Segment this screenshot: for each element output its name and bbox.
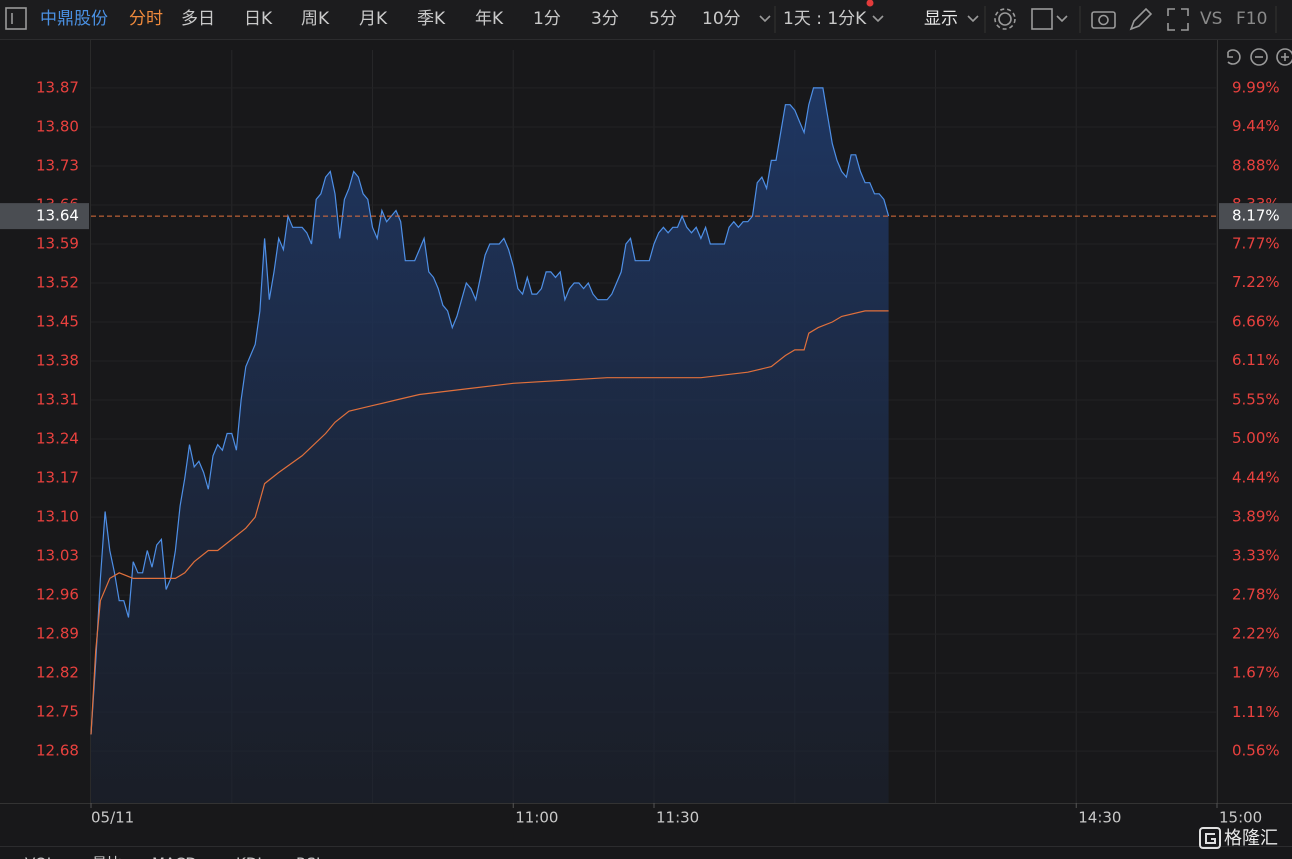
y2-tick-label: 2.78% <box>1232 585 1280 603</box>
current-change-label: 8.17% <box>1232 207 1280 225</box>
x-tick-label: 05/11 <box>91 809 134 827</box>
settings-icon-ring <box>994 8 1016 30</box>
y-tick-label: 12.96 <box>36 586 79 604</box>
zoom-in-plus <box>1281 53 1289 61</box>
y2-tick-label: 5.00% <box>1232 429 1280 447</box>
y-tick-label: 13.59 <box>36 234 79 252</box>
y-tick-label: 13.87 <box>36 78 79 96</box>
y-tick-label: 12.89 <box>36 625 79 643</box>
y-tick-label: 13.03 <box>36 547 79 565</box>
indicator-tab[interactable]: 量比 <box>92 855 122 859</box>
menu-icon[interactable] <box>5 7 27 30</box>
camera-lens <box>1098 14 1109 26</box>
fullscreen-icon[interactable] <box>1167 8 1189 31</box>
y-tick-label: 13.80 <box>36 117 79 135</box>
y2-tick-label: 3.33% <box>1232 547 1280 565</box>
reset-icon[interactable] <box>1227 49 1241 65</box>
y-tick-label: 12.75 <box>36 703 79 721</box>
watermark-logo-g <box>1205 833 1216 844</box>
y2-tick-label: 7.77% <box>1232 234 1280 252</box>
current-change-box <box>1219 203 1292 230</box>
x-tick-label: 15:00 <box>1219 809 1262 827</box>
indicator-tab[interactable]: KDJ <box>236 855 262 859</box>
tab[interactable]: 日K <box>244 9 273 29</box>
y-tick-label: 13.73 <box>36 156 79 174</box>
y2-tick-label: 5.55% <box>1232 391 1280 409</box>
y2-tick-label: 6.11% <box>1232 351 1280 369</box>
display-menu[interactable]: 显示 <box>924 9 958 29</box>
chevron[interactable] <box>872 15 884 23</box>
y2-tick-label: 0.56% <box>1232 741 1280 759</box>
tab[interactable]: 3分 <box>591 9 619 29</box>
tab[interactable]: 多日 <box>181 9 215 29</box>
indicator-tab[interactable]: RSI <box>296 855 320 859</box>
tab[interactable]: 季K <box>417 9 446 29</box>
y-tick-label: 13.17 <box>36 469 79 487</box>
y-tick-label: 12.82 <box>36 664 79 682</box>
vs-button[interactable]: VS <box>1200 9 1222 29</box>
y-tick-label: 12.68 <box>36 742 79 760</box>
y-tick-label: 13.31 <box>36 391 79 409</box>
indicator-tab[interactable]: MACD <box>152 855 197 859</box>
y-tick-label: 13.38 <box>36 352 79 370</box>
indicator-tab[interactable]: VOL <box>25 855 56 859</box>
tab[interactable]: 月K <box>359 9 388 29</box>
chevron[interactable] <box>1056 15 1068 23</box>
y2-tick-label: 7.22% <box>1232 273 1280 291</box>
tab[interactable]: 5分 <box>649 9 677 29</box>
pen-icon[interactable] <box>1129 7 1153 31</box>
zoom-out-icon[interactable] <box>1250 48 1268 66</box>
x-tick-label: 11:00 <box>515 809 558 827</box>
y2-tick-label: 6.66% <box>1232 312 1280 330</box>
layout-icon[interactable] <box>1031 8 1053 30</box>
chevron[interactable] <box>759 15 771 23</box>
y2-tick-label: 2.22% <box>1232 625 1280 643</box>
price-line <box>90 87 890 735</box>
x-tick-label: 14:30 <box>1078 809 1121 827</box>
tab[interactable]: 1分 <box>533 9 561 29</box>
tab[interactable]: 周K <box>301 9 330 29</box>
y-tick-label: 13.52 <box>36 274 79 292</box>
y2-tick-label: 3.89% <box>1232 507 1280 525</box>
y2-tick-label: 1.11% <box>1232 703 1280 721</box>
range-select[interactable]: 1天 : 1分K <box>783 9 867 29</box>
watermark: 格隆汇 <box>1224 828 1278 849</box>
y2-tick-label: 9.44% <box>1232 117 1280 135</box>
price-area <box>91 87 889 803</box>
y2-tick-label: 1.67% <box>1232 663 1280 681</box>
f10-button[interactable]: F10 <box>1236 9 1267 29</box>
notice-dot <box>866 0 874 7</box>
y2-tick-label: 8.88% <box>1232 156 1280 174</box>
current-price-label: 13.64 <box>36 207 79 225</box>
y-tick-label: 13.24 <box>36 430 79 448</box>
watermark-logo <box>1199 827 1221 849</box>
tab[interactable]: 年K <box>475 9 504 29</box>
settings-icon[interactable] <box>998 12 1012 26</box>
toolbar <box>0 0 1292 39</box>
stock-name[interactable]: 中鼎股份 <box>40 9 108 29</box>
tab[interactable]: 分时 <box>129 9 163 29</box>
y2-tick-label: 9.99% <box>1232 78 1280 96</box>
tab[interactable]: 10分 <box>702 9 741 29</box>
x-tick-label: 11:30 <box>656 809 699 827</box>
camera-icon[interactable] <box>1091 11 1116 29</box>
y-tick-label: 13.10 <box>36 508 79 526</box>
zoom-in-icon[interactable] <box>1276 48 1292 66</box>
y-tick-label: 13.45 <box>36 313 79 331</box>
y2-tick-label: 4.44% <box>1232 469 1280 487</box>
average-line <box>90 310 889 735</box>
chevron[interactable] <box>967 15 979 23</box>
current-price-box <box>0 203 89 230</box>
